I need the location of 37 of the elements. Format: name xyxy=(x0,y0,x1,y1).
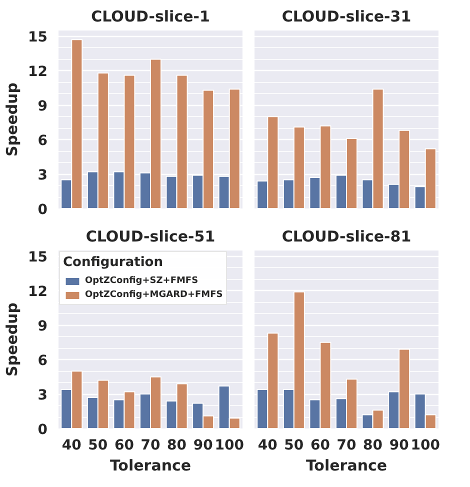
x-tick-label: 70 xyxy=(140,438,160,454)
y-tick-label: 3 xyxy=(38,388,48,404)
y-tick-label: 15 xyxy=(28,250,48,266)
y-axis-title: Speedup xyxy=(3,302,22,377)
chart-title: CLOUD-slice-51 xyxy=(86,228,216,246)
x-tick-label: 90 xyxy=(193,438,214,454)
y-tick-label: 3 xyxy=(38,168,48,184)
chart-title: CLOUD-slice-81 xyxy=(282,228,412,246)
x-axis-title: Tolerance xyxy=(110,456,192,474)
y-tick-label: 12 xyxy=(28,284,48,300)
legend-label: OptZConfig+SZ+FMFS xyxy=(85,275,198,287)
x-tick-label: 40 xyxy=(62,438,82,454)
x-tick-label: 60 xyxy=(114,438,134,454)
x-tick-label: 70 xyxy=(336,438,356,454)
x-tick-label: 40 xyxy=(258,438,278,454)
legend-title: Configuration xyxy=(63,255,164,270)
y-tick-label: 0 xyxy=(38,202,48,218)
y-axis-title: Speedup xyxy=(3,82,22,157)
x-tick-label: 80 xyxy=(363,438,383,454)
y-tick-label: 6 xyxy=(38,353,48,370)
y-tick-label: 15 xyxy=(28,30,48,46)
x-tick-label: 50 xyxy=(88,438,108,454)
chart-title: CLOUD-slice-1 xyxy=(91,8,210,26)
x-tick-label: 100 xyxy=(410,438,440,454)
x-tick-label: 80 xyxy=(167,438,187,454)
x-tick-label: 90 xyxy=(389,438,410,454)
x-tick-label: 50 xyxy=(284,438,304,454)
x-axis-title: Tolerance xyxy=(306,456,388,474)
y-tick-label: 0 xyxy=(38,422,48,438)
legend-label: OptZConfig+MGARD+FMFS xyxy=(85,289,223,301)
x-tick-label: 60 xyxy=(310,438,330,454)
y-tick-label: 9 xyxy=(38,98,48,115)
y-tick-label: 12 xyxy=(28,64,48,80)
y-tick-label: 6 xyxy=(38,133,48,150)
y-tick-label: 9 xyxy=(38,318,48,335)
x-tick-label: 100 xyxy=(214,438,244,454)
chart-title: CLOUD-slice-31 xyxy=(282,8,412,26)
